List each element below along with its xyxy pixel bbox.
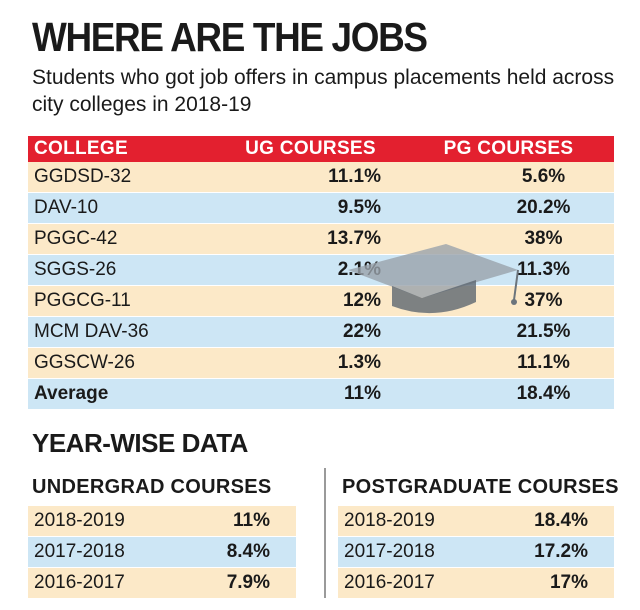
ug-value: 1.3% [218, 348, 403, 379]
postgraduate-title: POSTGRADUATE COURSES [342, 476, 619, 499]
table-header-row: COLLEGE UG COURSES PG COURSES [28, 136, 614, 162]
college-name: PGGCG-11 [28, 286, 218, 317]
table-row: PGGCG-11 12% 37% [28, 286, 614, 317]
section-title-year-wise: YEAR-WISE DATA [32, 428, 248, 459]
year-value: 17% [508, 568, 614, 599]
average-pg-value: 18.4% [403, 379, 614, 410]
college-name: GGDSD-32 [28, 162, 218, 193]
table-row: GGSCW-26 1.3% 11.1% [28, 348, 614, 379]
year-value: 11% [198, 506, 296, 537]
ug-value: 9.5% [218, 193, 403, 224]
average-ug-value: 11% [218, 379, 403, 410]
table-row: SGGS-26 2.1% 11.3% [28, 255, 614, 286]
table-row: PGGC-42 13.7% 38% [28, 224, 614, 255]
year-label: 2017-2018 [28, 537, 198, 568]
year-label: 2017-2018 [338, 537, 508, 568]
table-row: GGDSD-32 11.1% 5.6% [28, 162, 614, 193]
table-row: 2016-2017 7.9% [28, 568, 296, 599]
pg-value: 21.5% [403, 317, 614, 348]
ug-value: 11.1% [218, 162, 403, 193]
table-row: DAV-10 9.5% 20.2% [28, 193, 614, 224]
table-row: 2018-2019 18.4% [338, 506, 614, 537]
undergrad-table: 2018-2019 11% 2017-2018 8.4% 2016-2017 7… [28, 506, 296, 599]
column-divider [324, 468, 326, 598]
college-name: SGGS-26 [28, 255, 218, 286]
table-row: 2017-2018 8.4% [28, 537, 296, 568]
year-label: 2018-2019 [28, 506, 198, 537]
college-name: DAV-10 [28, 193, 218, 224]
page-subtitle: Students who got job offers in campus pl… [32, 64, 632, 118]
year-label: 2016-2017 [338, 568, 508, 599]
pg-value: 5.6% [403, 162, 614, 193]
year-label: 2018-2019 [338, 506, 508, 537]
table-row: 2017-2018 17.2% [338, 537, 614, 568]
graduation-cap-icon [342, 240, 522, 320]
college-name: MCM DAV-36 [28, 317, 218, 348]
table-row: MCM DAV-36 22% 21.5% [28, 317, 614, 348]
pg-value: 20.2% [403, 193, 614, 224]
college-placement-table: COLLEGE UG COURSES PG COURSES GGDSD-32 1… [28, 136, 614, 410]
page-title: WHERE ARE THE JOBS [32, 14, 427, 60]
college-name: PGGC-42 [28, 224, 218, 255]
year-value: 17.2% [508, 537, 614, 568]
year-value: 8.4% [198, 537, 296, 568]
table-row: 2016-2017 17% [338, 568, 614, 599]
column-header-college: COLLEGE [28, 136, 218, 162]
pg-value: 11.1% [403, 348, 614, 379]
column-header-pg: PG COURSES [403, 136, 614, 162]
year-value: 18.4% [508, 506, 614, 537]
year-value: 7.9% [198, 568, 296, 599]
undergrad-title: UNDERGRAD COURSES [32, 476, 272, 499]
table-row: 2018-2019 11% [28, 506, 296, 537]
average-row: Average 11% 18.4% [28, 379, 614, 410]
column-header-ug: UG COURSES [218, 136, 403, 162]
year-label: 2016-2017 [28, 568, 198, 599]
college-name: GGSCW-26 [28, 348, 218, 379]
ug-value: 22% [218, 317, 403, 348]
postgraduate-table: 2018-2019 18.4% 2017-2018 17.2% 2016-201… [338, 506, 614, 599]
average-label: Average [28, 379, 218, 410]
